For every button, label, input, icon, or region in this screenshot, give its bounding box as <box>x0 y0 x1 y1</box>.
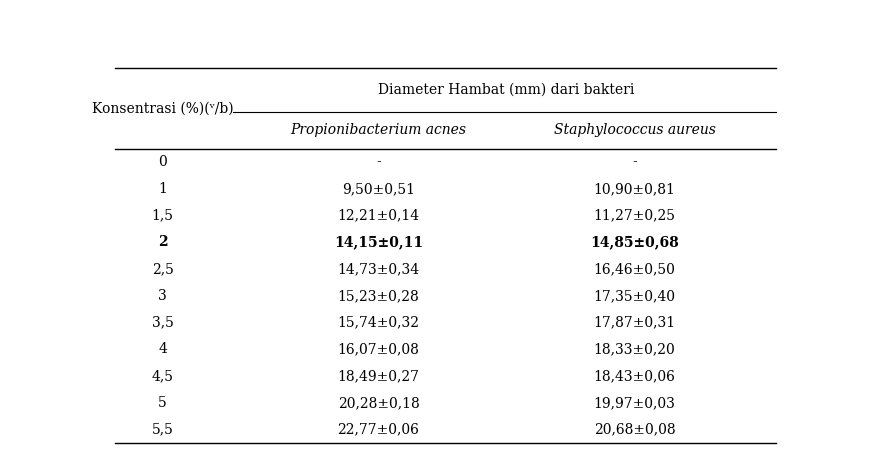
Text: 5: 5 <box>158 396 167 410</box>
Text: 18,49±0,27: 18,49±0,27 <box>337 369 419 383</box>
Text: 5,5: 5,5 <box>151 423 174 436</box>
Text: 17,35±0,40: 17,35±0,40 <box>593 289 675 303</box>
Text: 2: 2 <box>157 236 168 249</box>
Text: -: - <box>632 155 636 169</box>
Text: 10,90±0,81: 10,90±0,81 <box>593 182 675 196</box>
Text: 14,15±0,11: 14,15±0,11 <box>334 236 422 249</box>
Text: 18,33±0,20: 18,33±0,20 <box>594 342 674 357</box>
Text: 4,5: 4,5 <box>151 369 174 383</box>
Text: 15,23±0,28: 15,23±0,28 <box>337 289 419 303</box>
Text: Konsentrasi (%)(ᵛ/b): Konsentrasi (%)(ᵛ/b) <box>92 101 233 116</box>
Text: 1,5: 1,5 <box>151 208 174 223</box>
Text: 1: 1 <box>158 182 167 196</box>
Text: 2,5: 2,5 <box>151 262 174 276</box>
Text: 20,28±0,18: 20,28±0,18 <box>337 396 419 410</box>
Text: 19,97±0,03: 19,97±0,03 <box>593 396 675 410</box>
Text: Diameter Hambat (mm) dari bakteri: Diameter Hambat (mm) dari bakteri <box>378 83 634 97</box>
Text: 15,74±0,32: 15,74±0,32 <box>337 316 419 330</box>
Text: 3,5: 3,5 <box>151 316 174 330</box>
Text: 0: 0 <box>158 155 167 169</box>
Text: 14,73±0,34: 14,73±0,34 <box>337 262 419 276</box>
Text: 3: 3 <box>158 289 167 303</box>
Text: 12,21±0,14: 12,21±0,14 <box>337 208 419 223</box>
Text: 9,50±0,51: 9,50±0,51 <box>342 182 415 196</box>
Text: 17,87±0,31: 17,87±0,31 <box>593 316 675 330</box>
Text: 14,85±0,68: 14,85±0,68 <box>589 236 679 249</box>
Text: Propionibacterium acnes: Propionibacterium acnes <box>290 123 466 138</box>
Text: 18,43±0,06: 18,43±0,06 <box>593 369 675 383</box>
Text: -: - <box>375 155 381 169</box>
Text: 16,46±0,50: 16,46±0,50 <box>593 262 675 276</box>
Text: 11,27±0,25: 11,27±0,25 <box>593 208 675 223</box>
Text: 4: 4 <box>158 342 167 357</box>
Text: Staphylococcus aureus: Staphylococcus aureus <box>553 123 715 138</box>
Text: 22,77±0,06: 22,77±0,06 <box>337 423 419 436</box>
Text: 20,68±0,08: 20,68±0,08 <box>594 423 674 436</box>
Text: 16,07±0,08: 16,07±0,08 <box>337 342 419 357</box>
